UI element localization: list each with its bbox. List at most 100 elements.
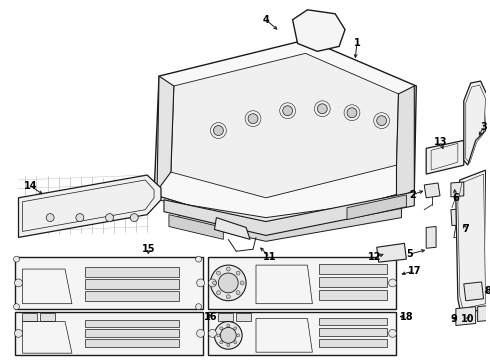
- Circle shape: [318, 104, 327, 114]
- Circle shape: [196, 279, 204, 287]
- Circle shape: [236, 291, 240, 295]
- Polygon shape: [464, 81, 488, 165]
- Bar: [319, 264, 387, 274]
- Circle shape: [389, 329, 396, 337]
- Circle shape: [15, 329, 23, 337]
- Circle shape: [196, 256, 201, 262]
- Polygon shape: [164, 192, 415, 235]
- Text: 16: 16: [204, 311, 217, 321]
- Text: 8: 8: [484, 286, 490, 296]
- Bar: [85, 329, 179, 337]
- Text: 2: 2: [409, 190, 416, 200]
- Bar: [85, 339, 179, 347]
- Circle shape: [236, 271, 240, 275]
- Polygon shape: [424, 183, 440, 198]
- Text: 3: 3: [480, 122, 487, 131]
- Text: 7: 7: [463, 225, 469, 234]
- Circle shape: [130, 213, 138, 221]
- Text: 9: 9: [450, 314, 457, 324]
- Bar: [85, 291, 179, 301]
- Text: 14: 14: [24, 181, 37, 191]
- Polygon shape: [426, 140, 464, 174]
- Circle shape: [196, 304, 201, 310]
- Text: 15: 15: [143, 244, 156, 254]
- Circle shape: [76, 213, 84, 221]
- Text: 11: 11: [263, 252, 276, 262]
- Polygon shape: [456, 307, 476, 325]
- Circle shape: [213, 281, 217, 285]
- Circle shape: [248, 114, 258, 123]
- Text: 5: 5: [406, 249, 413, 259]
- Circle shape: [240, 281, 244, 285]
- Polygon shape: [464, 282, 484, 301]
- Polygon shape: [179, 208, 401, 241]
- Circle shape: [226, 295, 230, 299]
- Bar: [319, 277, 387, 287]
- Polygon shape: [347, 195, 406, 220]
- Circle shape: [227, 344, 230, 347]
- Polygon shape: [154, 76, 174, 195]
- Polygon shape: [154, 190, 415, 229]
- Bar: [236, 312, 251, 320]
- Circle shape: [220, 328, 236, 343]
- Circle shape: [226, 267, 230, 271]
- Bar: [85, 320, 179, 328]
- Circle shape: [220, 327, 223, 330]
- Circle shape: [105, 213, 114, 221]
- Polygon shape: [215, 217, 250, 239]
- Circle shape: [14, 256, 20, 262]
- Circle shape: [283, 106, 293, 116]
- Bar: [319, 339, 387, 347]
- Text: 18: 18: [399, 311, 413, 321]
- Circle shape: [234, 327, 237, 330]
- Text: 1: 1: [354, 39, 360, 49]
- Text: 10: 10: [461, 314, 474, 324]
- Circle shape: [214, 126, 223, 135]
- Polygon shape: [171, 53, 398, 198]
- Polygon shape: [293, 10, 345, 51]
- Circle shape: [211, 265, 246, 301]
- Polygon shape: [169, 215, 223, 239]
- Bar: [23, 312, 37, 320]
- Circle shape: [208, 329, 217, 337]
- Circle shape: [15, 279, 23, 287]
- Circle shape: [220, 341, 223, 344]
- Bar: [15, 312, 202, 355]
- Bar: [40, 312, 55, 320]
- Polygon shape: [377, 243, 406, 262]
- Circle shape: [208, 279, 217, 287]
- Text: 13: 13: [434, 138, 448, 147]
- Bar: [208, 312, 396, 355]
- Polygon shape: [154, 40, 417, 229]
- Polygon shape: [451, 182, 464, 197]
- Circle shape: [377, 116, 387, 126]
- Bar: [319, 328, 387, 336]
- Bar: [15, 257, 202, 309]
- Circle shape: [219, 273, 238, 293]
- Text: 6: 6: [452, 193, 459, 203]
- Bar: [85, 267, 179, 277]
- Circle shape: [215, 321, 242, 349]
- Polygon shape: [451, 208, 474, 225]
- Circle shape: [14, 304, 20, 310]
- Bar: [219, 312, 233, 320]
- Polygon shape: [426, 226, 436, 248]
- Circle shape: [347, 108, 357, 118]
- Bar: [85, 279, 179, 289]
- Bar: [208, 257, 396, 309]
- Text: 17: 17: [408, 266, 421, 276]
- Circle shape: [217, 291, 221, 295]
- Bar: [319, 290, 387, 300]
- Circle shape: [234, 341, 237, 344]
- Polygon shape: [456, 170, 488, 314]
- Circle shape: [389, 279, 396, 287]
- Polygon shape: [478, 306, 488, 321]
- Circle shape: [217, 271, 221, 275]
- Bar: [319, 318, 387, 325]
- Text: 4: 4: [263, 15, 270, 25]
- Circle shape: [217, 334, 220, 337]
- Circle shape: [237, 334, 240, 337]
- Circle shape: [46, 213, 54, 221]
- Text: 12: 12: [368, 252, 382, 262]
- Circle shape: [227, 324, 230, 327]
